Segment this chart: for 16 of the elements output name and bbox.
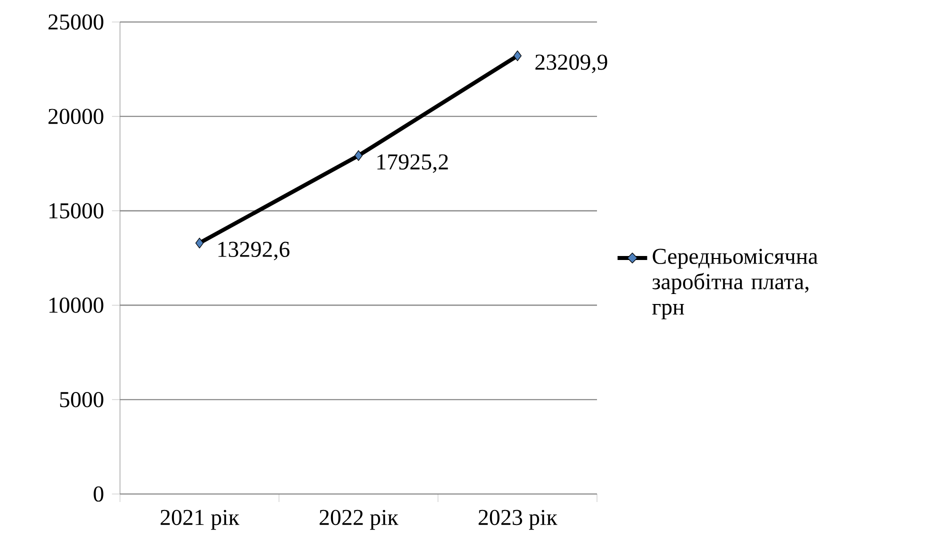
point bbox=[513, 50, 522, 62]
y-tick-label: 10000 bbox=[50, 298, 104, 313]
data-label: 23209,9 bbox=[535, 54, 608, 74]
legend-label: Середньомісячна заробітна плата, грн bbox=[652, 248, 818, 320]
y-tick-label: 5000 bbox=[60, 392, 104, 408]
x-tick-label: 2021 рік bbox=[160, 510, 240, 530]
point bbox=[195, 238, 204, 248]
y-tick-label: 25000 bbox=[48, 14, 104, 30]
y-tick-label: 0 bbox=[94, 486, 104, 502]
data-label: 17925,2 bbox=[377, 154, 448, 173]
y-tick-label: 15000 bbox=[50, 203, 104, 218]
y-tick-label: 20000 bbox=[48, 108, 104, 124]
x-tick-label: 2022 рік bbox=[320, 510, 398, 530]
x-tick-label: 2023 рік bbox=[478, 510, 558, 530]
data-label: 13292,6 bbox=[218, 242, 290, 260]
point bbox=[354, 150, 363, 161]
